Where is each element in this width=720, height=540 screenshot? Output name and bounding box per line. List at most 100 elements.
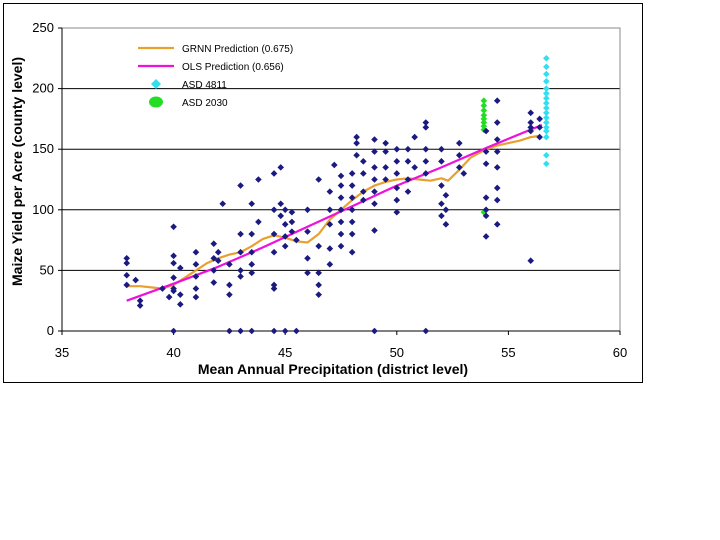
series-4-point-75 — [315, 269, 322, 277]
series-4-point-162 — [527, 109, 535, 117]
series-4-point-17 — [176, 291, 184, 298]
series-4-point-79 — [326, 206, 334, 214]
series-4-point-82 — [326, 261, 334, 268]
series-3-point-3 — [480, 111, 488, 119]
y-tick-label-2: 100 — [32, 202, 54, 217]
series-4-point-163 — [527, 119, 535, 126]
series-4-point-18 — [176, 301, 184, 308]
series-4-point-104 — [360, 196, 367, 204]
series-4-point-100 — [353, 151, 360, 159]
series-4-point-107 — [371, 164, 378, 171]
series-4-point-46 — [248, 327, 256, 335]
series-2-point-12 — [543, 124, 550, 131]
prediction-lines — [126, 123, 543, 302]
series-4-point-91 — [348, 170, 356, 177]
series-4-point-99 — [353, 139, 360, 147]
series-4-point-80 — [326, 221, 334, 228]
legend-item-0: GRNN Prediction (0.675) — [138, 44, 293, 55]
series-4-point-66 — [288, 228, 296, 235]
series-4-point-145 — [455, 164, 463, 171]
series-4-point-141 — [442, 206, 450, 214]
series-4-point-8 — [165, 293, 173, 301]
series-4-point-70 — [304, 228, 311, 235]
series-4-point-36 — [237, 230, 244, 238]
series-4-point-28 — [214, 248, 222, 256]
series-4-point-54 — [270, 285, 278, 292]
series-4-point-97 — [348, 248, 356, 256]
series-4-point-21 — [192, 273, 200, 280]
series-4-point-131 — [422, 145, 430, 153]
series-4-point-44 — [248, 261, 256, 268]
x-axis-title: Mean Annual Precipitation (district leve… — [198, 361, 468, 377]
series-4-point-95 — [348, 218, 356, 226]
legend-item-1: OLS Prediction (0.656) — [138, 62, 284, 73]
series-4-point-111 — [371, 227, 378, 234]
series-4-point-9 — [170, 223, 177, 231]
series-4-point-51 — [270, 230, 278, 238]
y-axis-title: Maize Yield per Acre (county level) — [9, 57, 25, 286]
series-4-point-38 — [237, 267, 244, 274]
series-4-point-137 — [438, 182, 445, 189]
series-2-point-2 — [543, 70, 550, 78]
series-3-point-0 — [480, 97, 488, 105]
series-4-point-150 — [482, 194, 490, 201]
series-4-point-138 — [438, 200, 445, 208]
series-4-point-96 — [348, 230, 356, 238]
y-tick-label-0: 0 — [47, 323, 54, 338]
series-4-point-64 — [288, 208, 296, 216]
series-4-markers — [123, 97, 543, 335]
y-tick-label-5: 250 — [32, 20, 54, 35]
series-4-point-164 — [527, 124, 535, 131]
series-2-point-9 — [543, 109, 550, 117]
series-2-point-5 — [543, 90, 550, 97]
series-4-point-15 — [170, 327, 177, 335]
series-4-point-73 — [315, 176, 322, 183]
series-4-point-125 — [404, 176, 412, 183]
series-4-point-67 — [293, 236, 300, 244]
series-4-point-93 — [348, 194, 356, 201]
series-4-point-155 — [493, 119, 501, 126]
x-tick-label-1: 40 — [166, 345, 180, 360]
series-2-point-6 — [543, 94, 550, 102]
series-4-point-76 — [315, 281, 322, 289]
x-tick-label-3: 50 — [390, 345, 404, 360]
series-4-point-49 — [270, 170, 278, 177]
x-tick-label-4: 55 — [501, 345, 515, 360]
series-4-point-136 — [438, 158, 445, 165]
series-4-point-116 — [382, 176, 389, 183]
series-4-point-146 — [460, 170, 468, 177]
series-4-point-151 — [482, 206, 490, 214]
series-2-point-14 — [543, 133, 550, 141]
series-3-point-7 — [480, 126, 488, 134]
series-4-point-92 — [348, 182, 356, 189]
series-4-point-156 — [493, 136, 501, 143]
series-4-point-159 — [493, 184, 501, 192]
series-2-point-10 — [543, 114, 550, 121]
series-4-point-48 — [255, 218, 262, 226]
series-2-point-4 — [543, 85, 550, 92]
series-3-markers — [480, 97, 488, 216]
series-3-point-4 — [480, 115, 488, 123]
series-4-point-27 — [210, 279, 218, 286]
series-4-point-140 — [442, 191, 450, 199]
series-4-point-103 — [360, 188, 367, 195]
series-2-point-15 — [543, 151, 550, 159]
legend: GRNN Prediction (0.675) OLS Prediction (0… — [138, 44, 293, 109]
series-2-point-8 — [543, 104, 550, 112]
series-4-point-148 — [482, 148, 490, 155]
series-4-point-83 — [331, 161, 338, 169]
series-4-point-86 — [337, 194, 345, 201]
series-4-point-31 — [226, 261, 233, 268]
series-4-point-45 — [248, 269, 256, 277]
legend-item-2: ASD 4811 — [151, 79, 227, 91]
series-4-point-160 — [493, 196, 501, 204]
series-4-point-81 — [326, 245, 334, 252]
series-4-point-94 — [348, 206, 356, 214]
legend-label-3: ASD 2030 — [182, 98, 228, 109]
x-tick-label-0: 35 — [55, 345, 69, 360]
series-4-point-63 — [281, 327, 289, 335]
series-4-point-20 — [192, 261, 200, 268]
series-4-point-60 — [281, 221, 289, 228]
series-4-point-132 — [422, 158, 430, 165]
